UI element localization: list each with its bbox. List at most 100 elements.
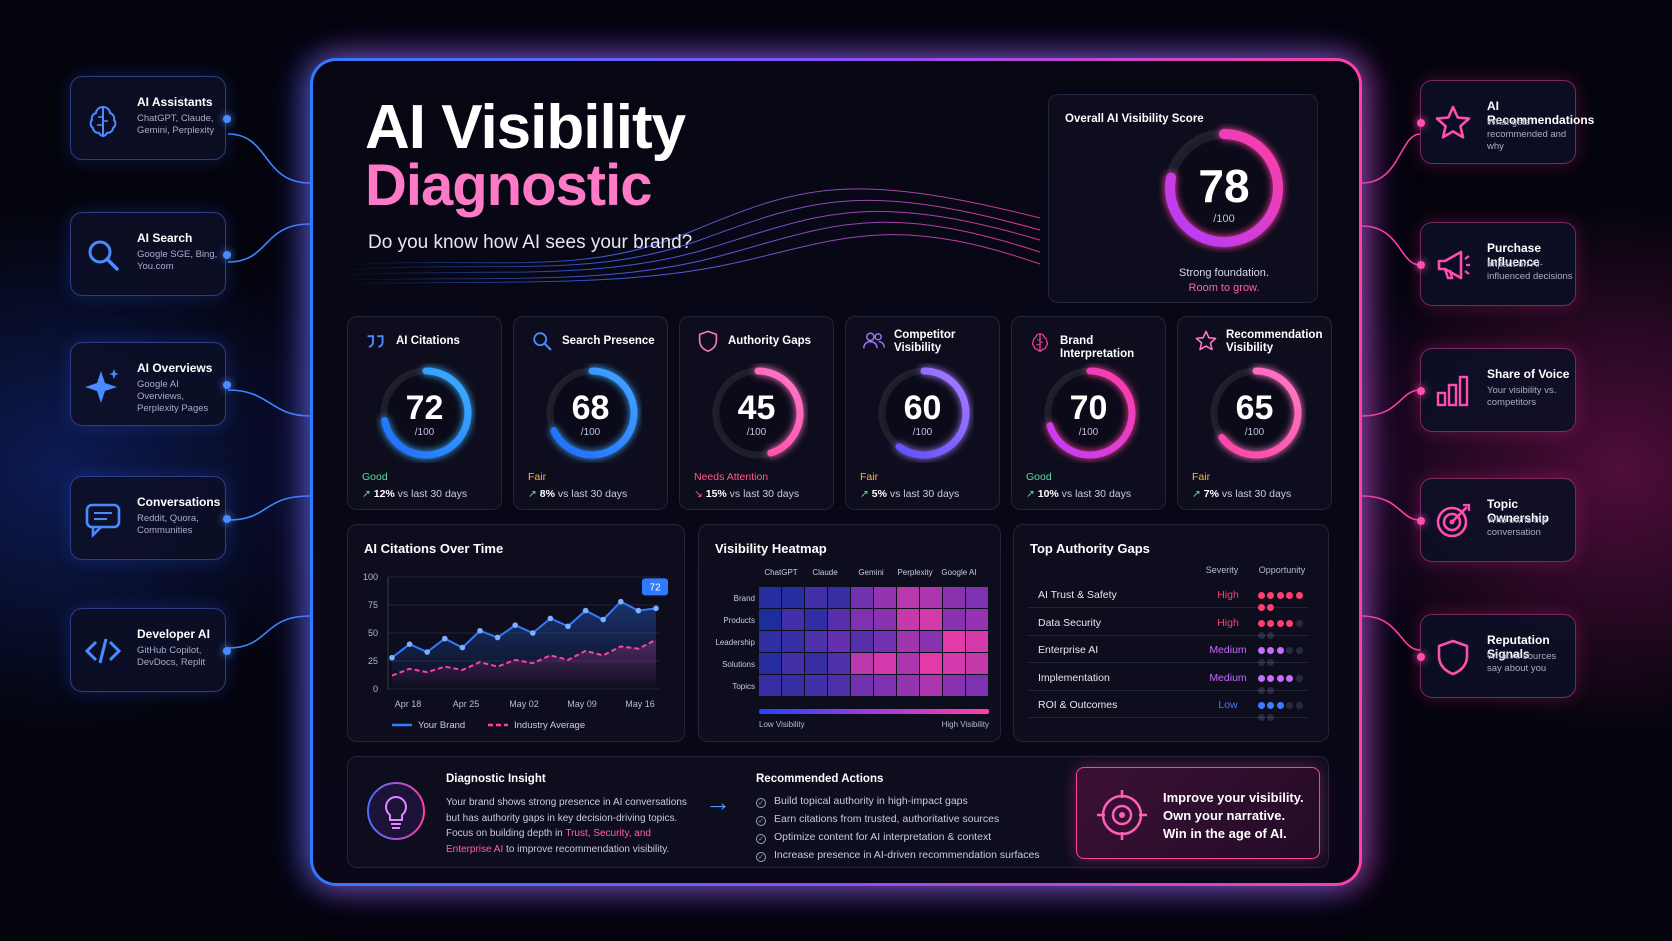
gap-row[interactable]: Implementation Medium	[1028, 664, 1308, 694]
side-card-ai-recommendations[interactable]: AI Recommendations What gets recommended …	[1417, 80, 1594, 164]
connector-dot	[223, 381, 231, 389]
opportunity-pip	[1267, 686, 1275, 694]
side-card-title: Reputation Signals	[1487, 633, 1550, 661]
gap-row[interactable]: Enterprise AI Medium	[1028, 636, 1308, 666]
chat-icon	[83, 499, 123, 539]
side-card-conversations[interactable]: Conversations Reddit, Quora, Communities	[70, 476, 231, 560]
trend-arrow-icon: ↘	[694, 488, 703, 500]
ring-progress	[712, 367, 804, 459]
page-subtitle: Do you know how AI sees your brand?	[368, 232, 693, 253]
side-card-ai-assistants[interactable]: AI Assistants ChatGPT, Claude, Gemini, Pe…	[70, 76, 231, 160]
action-item: ✓ Earn citations from trusted, authoritat…	[756, 813, 1040, 826]
opportunity-pip	[1258, 659, 1265, 666]
metric-trend: ↗ 5% vs last 30 days	[860, 488, 959, 500]
cta-line-3: Win in the age of AI.	[1163, 826, 1287, 841]
connector-left-1	[227, 133, 311, 184]
shield-icon	[1433, 637, 1473, 677]
side-card-ai-search[interactable]: AI Search Google SGE, Bing, You.com	[70, 212, 231, 296]
ring-progress	[546, 367, 638, 459]
metric-value: 68	[571, 389, 610, 427]
connector-left-3	[227, 389, 311, 417]
wave-decoration	[340, 188, 1040, 285]
side-card-subtitle: What gets recommended and why	[1487, 117, 1567, 152]
heatmap-col-label: ChatGPT	[764, 568, 797, 577]
connector-left-4	[227, 495, 311, 521]
cta-box[interactable]: Improve your visibility. Own your narrat…	[1076, 767, 1320, 859]
opportunity-pip	[1258, 631, 1265, 639]
metric-value: 70	[1069, 389, 1108, 427]
opportunity-pip	[1276, 619, 1284, 627]
opportunity-pip	[1295, 592, 1303, 599]
trend-percent: 7%	[1203, 488, 1219, 500]
legend-industry-average: Industry Average	[514, 720, 585, 731]
side-card-developer-ai[interactable]: Developer AI GitHub Copilot, DevDocs, Rep…	[70, 608, 231, 692]
metric-card-competitor-visibility[interactable]: Competitor Visibility 60 /100 Fair ↗ 5% …	[845, 316, 1000, 510]
gap-row[interactable]: Data Security High	[1028, 609, 1308, 639]
ring-progress	[1165, 129, 1283, 247]
side-card-reputation-signals[interactable]: Reputation Signals What AI sources say ab…	[1417, 614, 1576, 698]
trend-arrow-icon: ↗	[1026, 488, 1035, 500]
side-card-subtitle: Google SGE, Bing, You.com	[137, 249, 218, 272]
side-card-purchase-influence[interactable]: Purchase Influence Impact on AI-influence…	[1417, 222, 1576, 306]
heatmap-col-label: Claude	[812, 568, 838, 577]
heatmap-cell	[805, 653, 827, 674]
opportunity-pip	[1267, 631, 1275, 639]
insight-body: Your brand shows strong presence in AI c…	[446, 795, 706, 857]
heatmap-cell	[874, 653, 896, 674]
y-tick-label: 75	[368, 600, 378, 610]
connector-dot	[223, 251, 231, 259]
metric-card-brand-interpretation[interactable]: Brand Interpretation 70 /100 Good ↗ 10% …	[1011, 316, 1166, 510]
action-item: ✓ Increase presence in AI-driven recommen…	[756, 849, 1040, 862]
heatmap-legend-bar	[759, 709, 989, 714]
legend-your-brand: Your Brand	[418, 720, 465, 731]
opportunity-rating	[1258, 700, 1308, 724]
heatmap-cell	[920, 675, 942, 696]
metric-denominator: /100	[746, 427, 767, 438]
target-icon	[1097, 790, 1147, 840]
heatmap-row-label: Products	[723, 616, 755, 625]
metric-trend: ↘ 15% vs last 30 days	[694, 488, 799, 500]
side-card-subtitle: Your visibility vs. competitors	[1487, 385, 1557, 408]
heatmap-cell	[851, 609, 873, 630]
heatmap-cell	[874, 587, 896, 608]
metric-card-recommendation-visibility[interactable]: Recommendation Visibility 65 /100 Fair ↗…	[1177, 316, 1332, 510]
metric-value: 65	[1235, 389, 1274, 427]
side-card-ai-overviews[interactable]: AI Overviews Google AI Overviews, Perplex…	[70, 342, 231, 426]
side-card-subtitle: Google AI Overviews, Perplexity Pages	[137, 379, 209, 414]
metric-card-search-presence[interactable]: Search Presence 68 /100 Fair ↗ 8% vs las…	[513, 316, 668, 510]
heatmap-cell	[851, 587, 873, 608]
ring-progress	[878, 367, 970, 459]
heatmap-cell	[966, 609, 988, 630]
side-card-subtitle: What AI sources say about you	[1487, 651, 1557, 674]
side-card-share-of-voice[interactable]: Share of Voice Your visibility vs. compet…	[1417, 348, 1576, 432]
gap-row[interactable]: AI Trust & Safety High	[1028, 581, 1308, 611]
megaphone-icon	[1433, 245, 1473, 285]
side-card-topic-ownership[interactable]: Topic Ownership Who owns the conversation	[1417, 478, 1576, 562]
gaps-title: Top Authority Gaps	[1030, 541, 1150, 556]
metric-status: Needs Attention	[694, 471, 769, 483]
data-point	[406, 641, 413, 647]
opportunity-rating	[1258, 618, 1308, 642]
metric-ring	[1210, 367, 1302, 459]
callout-box	[642, 578, 668, 596]
lightbulb-icon	[367, 782, 425, 840]
metric-denominator: /100	[912, 427, 933, 438]
heatmap-cell	[759, 631, 781, 652]
opportunity-pip	[1295, 674, 1303, 682]
opportunity-pip	[1258, 592, 1265, 599]
heatmap-cell	[920, 587, 942, 608]
gap-row[interactable]: ROI & Outcomes Low	[1028, 691, 1308, 721]
ring-progress	[1210, 367, 1302, 459]
metric-card-authority-gaps[interactable]: Authority Gaps 45 /100 Needs Attention ↘…	[679, 316, 834, 510]
metric-card-ai-citations[interactable]: AI Citations 72 /100 Good ↗ 12% vs last …	[347, 316, 502, 510]
data-point	[547, 615, 554, 622]
opportunity-pip	[1267, 674, 1275, 682]
gaps-col-opportunity: Opportunity	[1258, 565, 1306, 575]
side-card-subtitle: ChatGPT, Claude, Gemini, Perplexity	[137, 113, 215, 136]
metric-denominator: /100	[1078, 427, 1099, 438]
trend-text: vs last 30 days	[394, 488, 468, 500]
heatmap-cell	[828, 675, 850, 696]
overall-caption-1: Strong foundation.	[1179, 267, 1269, 279]
opportunity-pip	[1295, 619, 1303, 627]
x-tick-label: May 16	[625, 699, 655, 709]
